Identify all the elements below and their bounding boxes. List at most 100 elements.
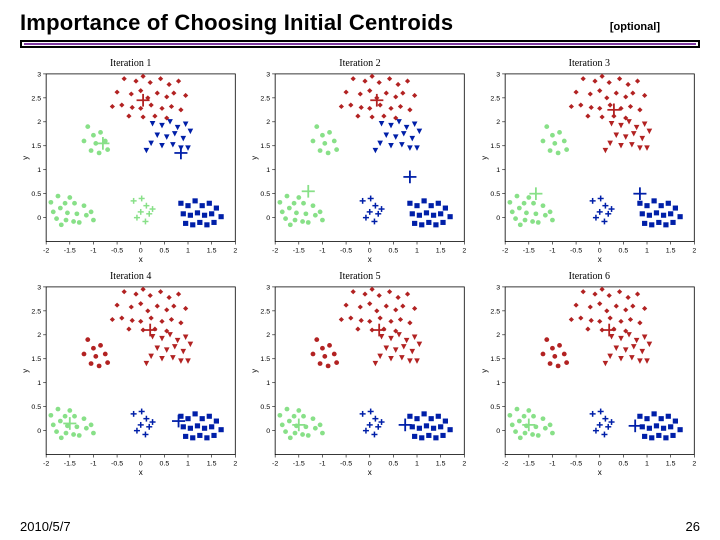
svg-text:2: 2 — [37, 332, 41, 339]
centroid-marker — [628, 420, 641, 433]
plot-panel: Iteration 2-2-1.5-1-0.500.511.5200.511.5… — [249, 58, 470, 265]
svg-text:2.5: 2.5 — [261, 95, 271, 102]
svg-text:0.5: 0.5 — [618, 247, 628, 254]
svg-text:0: 0 — [368, 460, 372, 467]
svg-text:1: 1 — [186, 247, 190, 254]
svg-text:-0.5: -0.5 — [570, 460, 582, 467]
plot-panel: Iteration 3-2-1.5-1-0.500.511.5200.511.5… — [479, 58, 700, 265]
svg-text:2.5: 2.5 — [31, 308, 41, 315]
svg-text:0: 0 — [139, 460, 143, 467]
plot-title: Iteration 3 — [479, 58, 700, 69]
svg-text:-1: -1 — [320, 247, 326, 254]
svg-text:3: 3 — [37, 284, 41, 291]
svg-text:1.5: 1.5 — [31, 143, 41, 150]
svg-text:1.5: 1.5 — [490, 356, 500, 363]
svg-text:0.5: 0.5 — [389, 460, 399, 467]
plot-panel: Iteration 1-2-1.5-1-0.500.511.5200.511.5… — [20, 58, 241, 265]
centroid-marker — [633, 187, 646, 200]
svg-text:-1.5: -1.5 — [64, 460, 76, 467]
svg-text:2: 2 — [496, 332, 500, 339]
svg-text:-1: -1 — [549, 460, 555, 467]
footer-page: 26 — [686, 519, 700, 534]
svg-text:3: 3 — [267, 71, 271, 78]
svg-text:-0.5: -0.5 — [111, 247, 123, 254]
svg-text:1: 1 — [267, 167, 271, 174]
svg-text:0.5: 0.5 — [490, 191, 500, 198]
svg-text:2.5: 2.5 — [490, 95, 500, 102]
svg-text:2: 2 — [233, 247, 237, 254]
svg-text:1: 1 — [186, 460, 190, 467]
title-rule-accent — [24, 43, 696, 45]
svg-text:0.5: 0.5 — [261, 404, 271, 411]
svg-text:2.5: 2.5 — [31, 95, 41, 102]
svg-text:2: 2 — [463, 247, 467, 254]
svg-text:-2: -2 — [272, 247, 278, 254]
svg-text:-1.5: -1.5 — [64, 247, 76, 254]
svg-text:y: y — [480, 156, 489, 160]
plot-title: Iteration 6 — [479, 271, 700, 282]
svg-text:-0.5: -0.5 — [570, 247, 582, 254]
svg-text:1: 1 — [267, 380, 271, 387]
svg-text:1.5: 1.5 — [436, 460, 446, 467]
svg-text:-2: -2 — [272, 460, 278, 467]
plot-panel: Iteration 5-2-1.5-1-0.500.511.5200.511.5… — [249, 271, 470, 478]
svg-text:0.5: 0.5 — [618, 460, 628, 467]
svg-text:x: x — [597, 255, 601, 264]
title-rule — [20, 40, 700, 48]
svg-text:3: 3 — [496, 71, 500, 78]
svg-text:-1: -1 — [549, 247, 555, 254]
svg-text:-1.5: -1.5 — [293, 247, 305, 254]
svg-text:1: 1 — [415, 247, 419, 254]
svg-text:-2: -2 — [43, 460, 49, 467]
svg-text:1: 1 — [645, 247, 649, 254]
svg-text:0: 0 — [597, 460, 601, 467]
svg-text:1.5: 1.5 — [665, 247, 675, 254]
svg-text:1: 1 — [645, 460, 649, 467]
svg-text:0: 0 — [496, 428, 500, 435]
svg-text:1: 1 — [37, 380, 41, 387]
svg-text:0.5: 0.5 — [159, 460, 169, 467]
svg-text:2: 2 — [37, 119, 41, 126]
svg-text:-1.5: -1.5 — [522, 247, 534, 254]
plot-title: Iteration 1 — [20, 58, 241, 69]
svg-text:0: 0 — [37, 428, 41, 435]
svg-text:3: 3 — [37, 71, 41, 78]
svg-text:1.5: 1.5 — [436, 247, 446, 254]
svg-text:1.5: 1.5 — [207, 460, 217, 467]
svg-text:-1: -1 — [90, 460, 96, 467]
svg-text:x: x — [139, 255, 143, 264]
footer-date: 2010/5/7 — [20, 519, 71, 534]
plot-panel: Iteration 6-2-1.5-1-0.500.511.5200.511.5… — [479, 271, 700, 478]
svg-text:1.5: 1.5 — [490, 143, 500, 150]
svg-text:x: x — [597, 468, 601, 477]
svg-text:-1.5: -1.5 — [522, 460, 534, 467]
svg-text:0: 0 — [267, 428, 271, 435]
centroid-marker — [174, 147, 187, 160]
plots-grid: Iteration 1 -2 -1.5 -1 -0.5 0 0.5 1 1.5 2 0 0.5 1 1.5… — [20, 58, 700, 478]
svg-text:0.5: 0.5 — [490, 404, 500, 411]
svg-text:3: 3 — [267, 284, 271, 291]
svg-text:2: 2 — [233, 460, 237, 467]
svg-text:2.5: 2.5 — [261, 308, 271, 315]
svg-text:0: 0 — [496, 215, 500, 222]
svg-text:2: 2 — [463, 460, 467, 467]
svg-text:-0.5: -0.5 — [340, 247, 352, 254]
svg-text:1: 1 — [496, 167, 500, 174]
svg-text:y: y — [250, 369, 259, 373]
centroid-marker — [302, 185, 315, 198]
svg-text:-1: -1 — [320, 460, 326, 467]
svg-text:1.5: 1.5 — [207, 247, 217, 254]
svg-text:-0.5: -0.5 — [340, 460, 352, 467]
centroid-marker — [63, 417, 76, 430]
svg-text:0.5: 0.5 — [31, 191, 41, 198]
svg-text:1: 1 — [415, 460, 419, 467]
centroid-marker — [522, 419, 535, 432]
svg-text:0.5: 0.5 — [159, 247, 169, 254]
svg-text:0.5: 0.5 — [261, 191, 271, 198]
svg-text:-2: -2 — [502, 247, 508, 254]
svg-text:x: x — [368, 255, 372, 264]
svg-text:y: y — [250, 156, 259, 160]
optional-tag: [optional] — [610, 21, 660, 33]
svg-text:2: 2 — [692, 247, 696, 254]
svg-text:1.5: 1.5 — [31, 356, 41, 363]
